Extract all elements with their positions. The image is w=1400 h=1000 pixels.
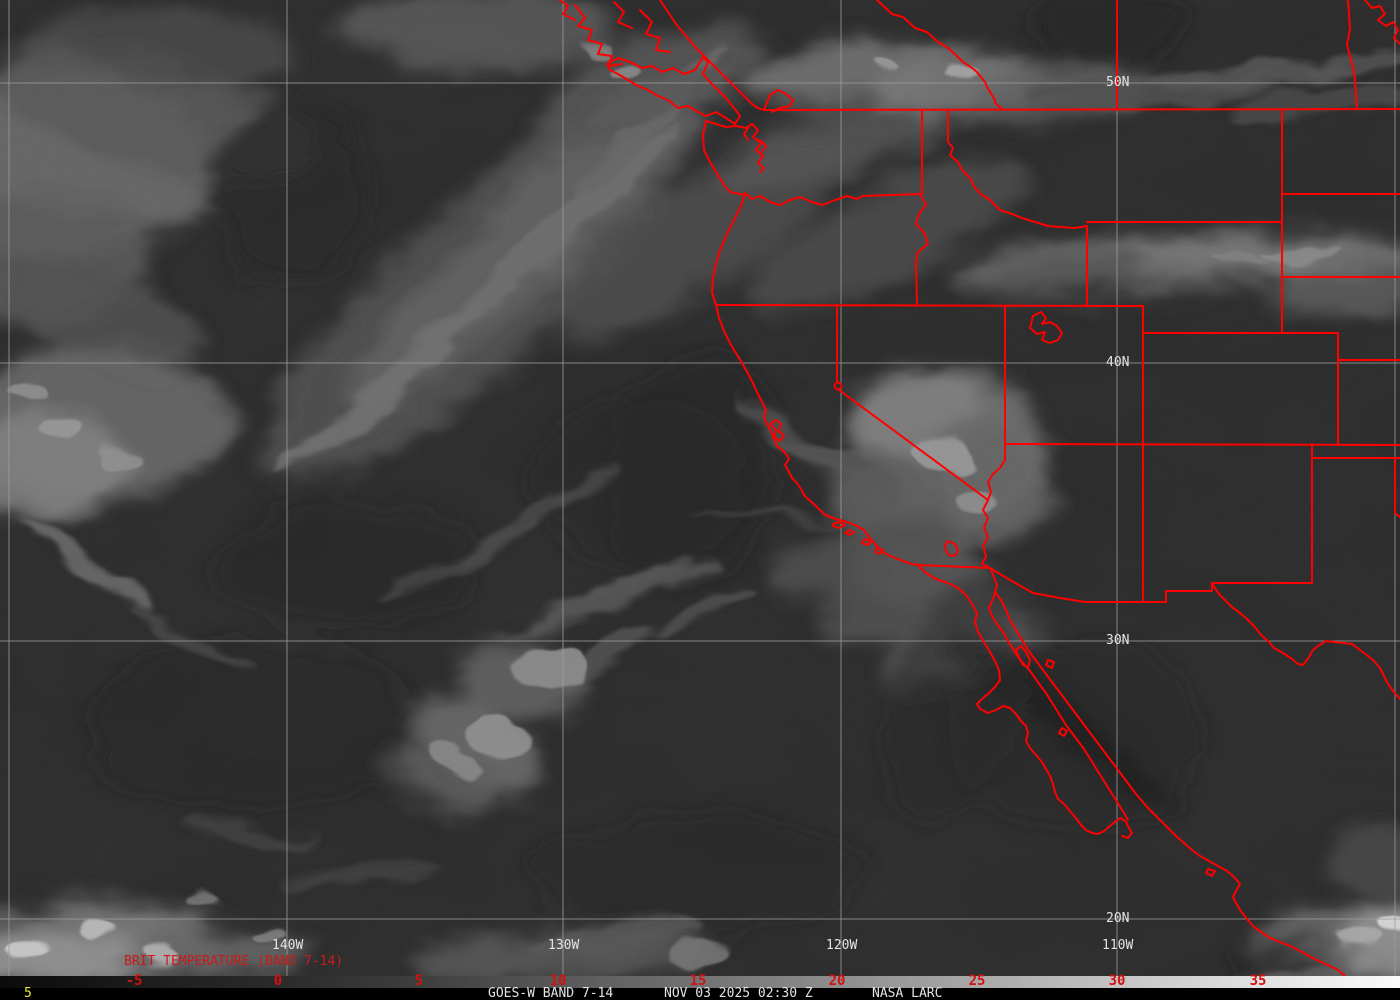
salton-sea xyxy=(944,540,959,557)
colorbar-tick: 25 xyxy=(968,973,986,989)
border-az-mexico xyxy=(989,567,1144,603)
colorbar-tick: 15 xyxy=(689,973,707,989)
canadian-lake xyxy=(1364,0,1400,45)
border-bc-alberta xyxy=(876,0,1003,110)
pacific-coastline xyxy=(711,194,919,566)
olympic-peninsula-coast xyxy=(702,120,753,196)
colorbar-tick: 20 xyxy=(828,973,846,989)
border-37n xyxy=(1004,443,1400,446)
colorbar-tick: 35 xyxy=(1249,973,1267,989)
data-source: NASA LARC xyxy=(872,986,943,1000)
product-name: GOES-W BAND 7-14 xyxy=(488,986,614,1000)
baja-west-coast xyxy=(917,564,1133,839)
colorbar-tick: -5 xyxy=(125,973,143,989)
border-saskatchewan-manitoba xyxy=(1346,0,1358,110)
lat-label-30n: 30N xyxy=(1106,633,1130,648)
colorado-river-border xyxy=(981,443,1006,569)
gulf-islands xyxy=(1015,645,1216,877)
sonora-sinaloa-coast xyxy=(994,591,1345,976)
temperature-colorbar: -5 0 5 10 15 20 25 30 35 xyxy=(0,973,1400,989)
border-us-canada xyxy=(763,108,1400,111)
puget-sound xyxy=(743,123,767,173)
vancouver-island xyxy=(606,56,741,125)
rio-grande xyxy=(1211,582,1400,700)
border-id-mt xyxy=(947,109,1088,229)
map-overlay xyxy=(559,0,1400,976)
border-wa-or-columbia-river xyxy=(744,192,921,206)
lat-label-50n: 50N xyxy=(1106,75,1130,90)
satellite-image xyxy=(0,0,1400,976)
timestamp: NOV 03 2025 02:30 Z xyxy=(664,986,813,1000)
lon-label-110w: 110W xyxy=(1102,938,1134,953)
baja-east-coast xyxy=(988,598,1129,821)
lon-label-140w: 140W xyxy=(272,938,304,953)
colorado-river-delta xyxy=(989,567,998,600)
border-or-id-snake-river xyxy=(915,193,929,307)
lat-label-40n: 40N xyxy=(1106,355,1130,370)
border-nm-mexico xyxy=(1142,582,1213,603)
bc-mainland-coast xyxy=(659,0,765,111)
latlon-grid xyxy=(0,0,1400,976)
colorbar-tick: 10 xyxy=(549,973,567,989)
colorbar-tick: 30 xyxy=(1108,973,1126,989)
bc-fjord-coast xyxy=(559,0,671,67)
border-42n xyxy=(715,304,1144,307)
lon-label-130w: 130W xyxy=(548,938,580,953)
lake-tahoe xyxy=(833,381,843,391)
border-tx-100w xyxy=(1394,457,1400,518)
product-caption: BRIT TEMPERATURE (BAND 7-14) xyxy=(124,954,344,969)
san-francisco-bay xyxy=(769,419,785,442)
border-ca-nv-diagonal xyxy=(838,389,989,501)
colorbar-tick: 0 xyxy=(273,973,283,989)
great-salt-lake xyxy=(1029,311,1063,344)
colorbar-tick: 5 xyxy=(414,973,424,989)
fraser-lowland xyxy=(763,89,794,113)
lat-label-20n: 20N xyxy=(1106,911,1130,926)
status-bar: 5 GOES-W BAND 7-14 NOV 03 2025 02:30 Z N… xyxy=(0,986,1400,1000)
border-ca-mexico xyxy=(917,564,991,569)
channel-islands xyxy=(832,521,884,555)
lon-label-120w: 120W xyxy=(826,938,858,953)
frame-number: 5 xyxy=(24,986,32,1000)
